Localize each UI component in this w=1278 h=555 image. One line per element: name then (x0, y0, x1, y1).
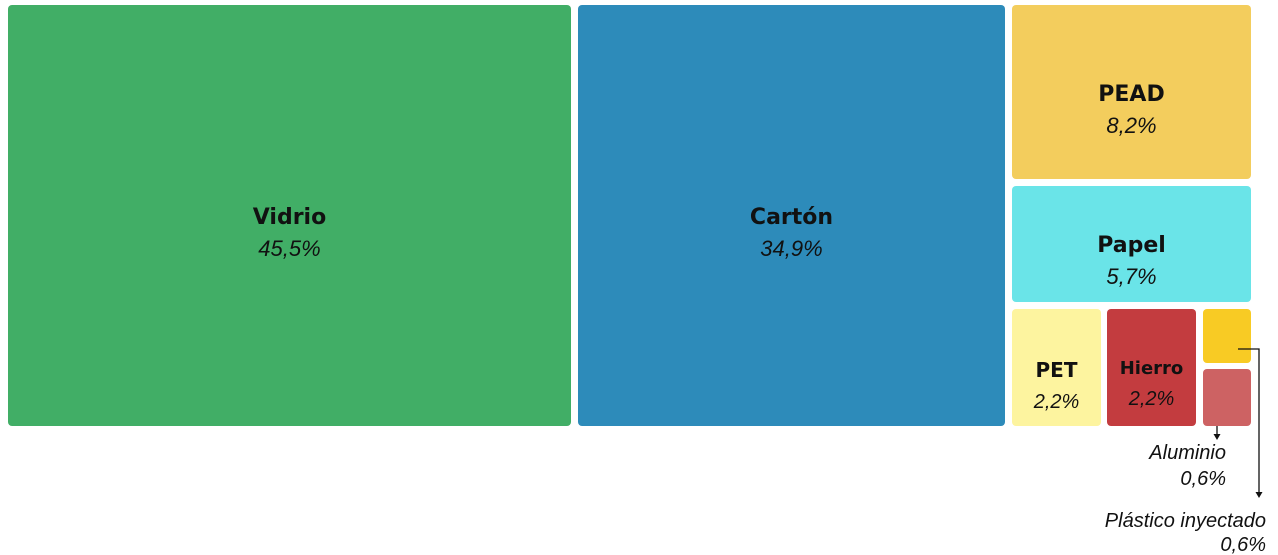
tile-value-pet: 2,2% (1033, 391, 1080, 413)
callout-label-aluminio: Aluminio (1148, 442, 1226, 464)
tile-value-carton: 34,9% (760, 236, 822, 261)
tile-value-papel: 5,7% (1106, 264, 1156, 289)
treemap-labels: Vidrio 45,5% Cartón 34,9% PEAD 8,2% Papel 5,7% P… (253, 82, 1184, 413)
tile-label-pet: PET (1036, 358, 1078, 382)
tile-label-papel: Papel (1097, 233, 1166, 258)
tile-label-pead: PEAD (1098, 82, 1164, 107)
tile-label-vidrio: Vidrio (253, 205, 326, 230)
tile-papel (1012, 186, 1251, 302)
tile-pead (1012, 5, 1251, 179)
callout-arrow-plastico-inyectado (1255, 492, 1263, 498)
tile-aluminio (1203, 369, 1251, 426)
callout-label-plastico-inyectado: Plástico inyectado (1105, 510, 1266, 532)
tile-carton (578, 5, 1005, 426)
callout-label-value-plastico-inyectado: 0,6% (1220, 534, 1266, 555)
treemap-tiles (8, 5, 1251, 426)
tile-label-hierro: Hierro (1120, 358, 1184, 379)
tile-pet (1012, 309, 1101, 426)
tile-value-vidrio: 45,5% (258, 236, 320, 261)
tile-value-hierro: 2,2% (1128, 388, 1175, 410)
callout-line-plastico-inyectado (1238, 348, 1260, 492)
tile-vidrio (8, 5, 571, 426)
tile-label-carton: Cartón (750, 205, 833, 230)
callout-arrow-aluminio (1213, 434, 1221, 440)
tile-value-pead: 8,2% (1106, 113, 1156, 138)
tile-plastico-inyectado (1203, 309, 1251, 363)
callout-label-value-aluminio: 0,6% (1180, 468, 1226, 490)
tile-hierro (1107, 309, 1196, 426)
